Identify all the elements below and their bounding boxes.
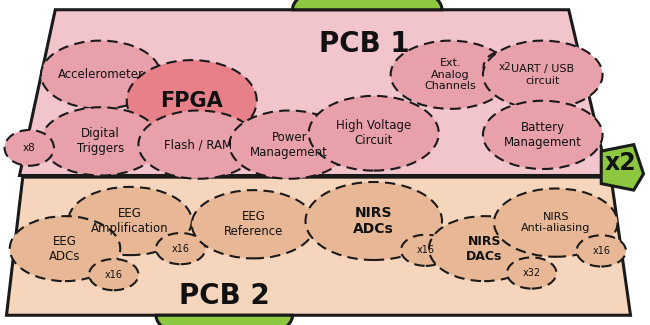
Text: Flash / RAM: Flash / RAM bbox=[164, 138, 232, 151]
Text: x16: x16 bbox=[172, 244, 190, 254]
Text: Power
Management: Power Management bbox=[250, 131, 328, 159]
Ellipse shape bbox=[494, 188, 618, 257]
Text: FPGA: FPGA bbox=[161, 91, 223, 111]
Ellipse shape bbox=[401, 235, 450, 266]
Text: x16: x16 bbox=[105, 270, 123, 280]
Text: NIRS
ADCs: NIRS ADCs bbox=[354, 206, 394, 236]
Text: Accelerometer: Accelerometer bbox=[58, 68, 144, 81]
Text: Battery
Management: Battery Management bbox=[504, 121, 582, 149]
Text: x2: x2 bbox=[605, 150, 636, 175]
Ellipse shape bbox=[306, 182, 442, 260]
Ellipse shape bbox=[229, 111, 349, 179]
Ellipse shape bbox=[156, 233, 205, 264]
Text: x2: x2 bbox=[499, 62, 512, 72]
Text: High Voltage
Circuit: High Voltage Circuit bbox=[336, 119, 411, 147]
Ellipse shape bbox=[309, 96, 439, 171]
Ellipse shape bbox=[192, 190, 315, 258]
Text: PCB 2: PCB 2 bbox=[179, 282, 270, 310]
Text: EEG
ADCs: EEG ADCs bbox=[49, 235, 81, 263]
Ellipse shape bbox=[41, 41, 161, 109]
Ellipse shape bbox=[483, 41, 603, 109]
Polygon shape bbox=[292, 0, 442, 10]
Polygon shape bbox=[20, 10, 608, 176]
Text: EEG
Amplification: EEG Amplification bbox=[91, 207, 169, 235]
Text: x8: x8 bbox=[23, 143, 36, 153]
Polygon shape bbox=[6, 177, 630, 315]
Text: NIRS
DACs: NIRS DACs bbox=[466, 235, 502, 263]
Text: Ext.
Analog
Channels: Ext. Analog Channels bbox=[424, 58, 476, 91]
Text: x32: x32 bbox=[523, 268, 541, 278]
Text: x16: x16 bbox=[417, 245, 435, 255]
Ellipse shape bbox=[391, 41, 510, 109]
Text: NIRS
Anti-aliasing: NIRS Anti-aliasing bbox=[521, 212, 590, 233]
Text: x16: x16 bbox=[592, 246, 610, 256]
Ellipse shape bbox=[5, 130, 54, 166]
Ellipse shape bbox=[10, 216, 120, 281]
Ellipse shape bbox=[577, 235, 626, 266]
Text: PCB 1: PCB 1 bbox=[318, 30, 410, 58]
Ellipse shape bbox=[68, 187, 192, 255]
Ellipse shape bbox=[484, 51, 527, 82]
Polygon shape bbox=[156, 315, 292, 325]
Ellipse shape bbox=[507, 257, 556, 289]
Text: EEG
Reference: EEG Reference bbox=[224, 210, 283, 238]
Text: Digital
Triggers: Digital Triggers bbox=[77, 127, 124, 155]
Ellipse shape bbox=[89, 259, 138, 290]
Text: UART / USB
circuit: UART / USB circuit bbox=[511, 64, 575, 85]
Ellipse shape bbox=[429, 216, 540, 281]
Ellipse shape bbox=[41, 107, 161, 176]
Ellipse shape bbox=[138, 111, 258, 179]
Ellipse shape bbox=[127, 60, 257, 141]
Polygon shape bbox=[601, 145, 644, 190]
Ellipse shape bbox=[483, 101, 603, 169]
